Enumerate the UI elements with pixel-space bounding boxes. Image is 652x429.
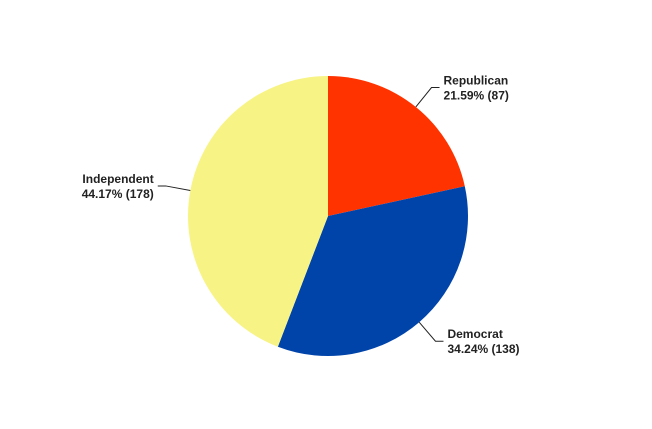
pie-slice: [277, 186, 468, 356]
slice-label: Republican: [444, 74, 509, 88]
leader-line: [418, 321, 444, 342]
leader-line: [157, 185, 191, 191]
slice-label: Independent: [82, 172, 153, 186]
slice-value-label: 44.17% (178): [82, 187, 154, 201]
slice-label: Democrat: [447, 327, 502, 341]
leader-line: [415, 87, 440, 108]
pie-slice: [188, 76, 328, 347]
slice-value-label: 34.24% (138): [447, 342, 519, 356]
pie-slice: [328, 76, 465, 216]
slice-value-label: 21.59% (87): [444, 89, 509, 103]
